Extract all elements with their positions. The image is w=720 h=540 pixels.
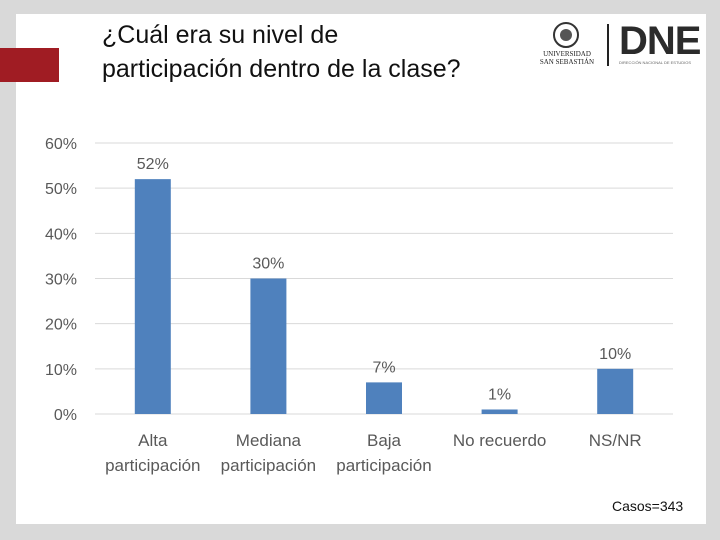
bar	[250, 278, 287, 414]
accent-bar	[0, 48, 59, 82]
dne-logo: DNE	[619, 19, 701, 63]
chart-title: ¿Cuál era su nivel de participación dent…	[102, 21, 461, 83]
x-tick-label: Alta	[138, 431, 168, 450]
university-seal-icon	[553, 22, 579, 48]
bar	[366, 382, 402, 414]
cases-count: Casos=343	[612, 498, 684, 514]
y-tick-label: 60%	[45, 136, 77, 153]
logo-divider	[607, 24, 609, 66]
y-tick-label: 0%	[54, 407, 77, 424]
logos: UNIVERSIDAD SAN SEBASTIÁN DNE DIRECCIÓN …	[537, 20, 702, 68]
data-label: 1%	[488, 386, 511, 403]
x-tick-label: Mediana	[236, 431, 302, 450]
y-tick-label: 20%	[45, 317, 77, 334]
y-tick-label: 50%	[45, 181, 77, 198]
x-tick-label: No recuerdo	[453, 431, 547, 450]
slide-background	[16, 14, 706, 524]
x-tick-label: participación	[105, 456, 200, 475]
x-tick-label: participación	[336, 456, 431, 475]
bar	[481, 409, 518, 414]
dne-logo-subtitle: DIRECCIÓN NACIONAL DE ESTUDIOS	[619, 60, 692, 65]
data-label: 52%	[137, 156, 169, 173]
x-tick-label: participación	[221, 456, 316, 475]
x-tick-label: Baja	[367, 431, 402, 450]
y-tick-label: 40%	[45, 226, 77, 243]
bar	[597, 368, 634, 414]
data-label: 7%	[372, 359, 395, 376]
y-tick-label: 30%	[45, 272, 77, 289]
university-logo-text: UNIVERSIDAD SAN SEBASTIÁN	[539, 50, 595, 66]
data-label: 30%	[252, 256, 284, 273]
y-tick-label: 10%	[45, 362, 77, 379]
bar	[134, 179, 171, 414]
data-label: 10%	[599, 346, 631, 363]
x-tick-label: NS/NR	[589, 431, 642, 450]
